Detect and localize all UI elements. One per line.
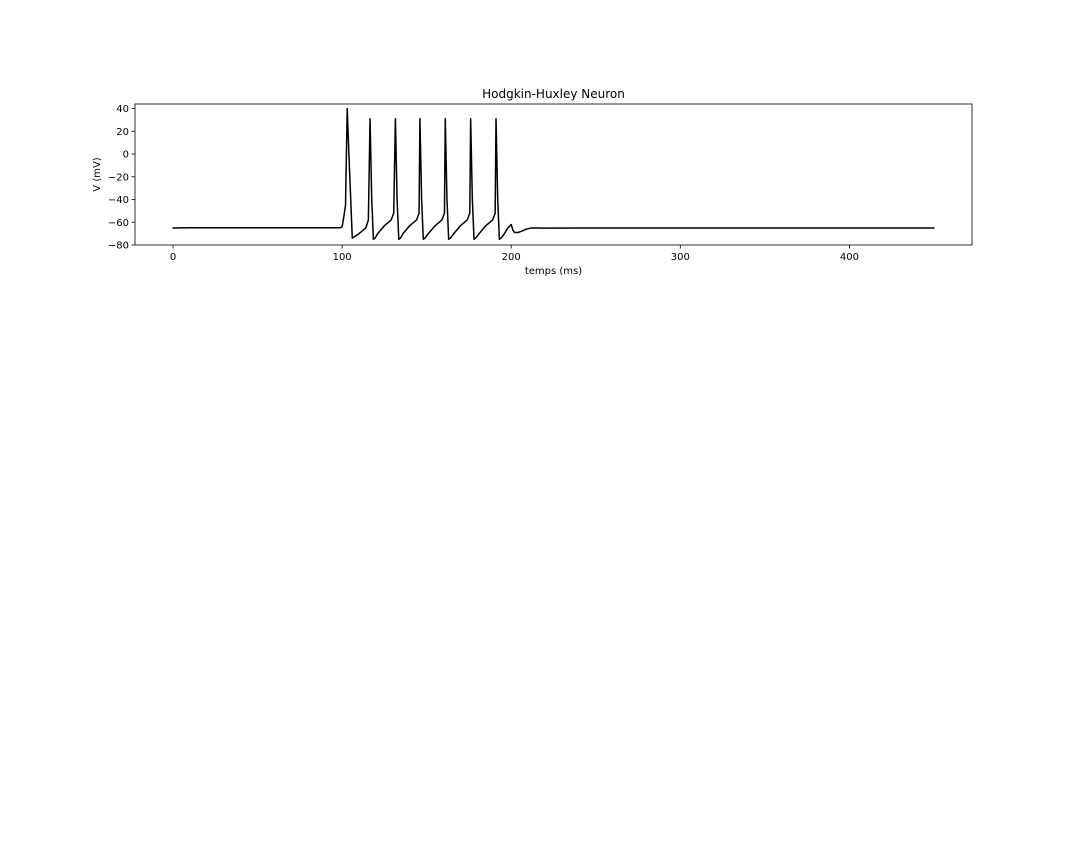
y-axis-label: V (mV) [92,157,103,192]
x-tick-label: 100 [333,252,352,263]
axes: 0 100 200 300 400 −80 −60 −40 −20 0 20 40 [108,104,859,263]
y-tick-label: −60 [108,218,129,229]
x-tick-label: 0 [170,252,176,263]
y-tick-label: 20 [116,127,129,138]
plot-area [172,107,935,241]
y-tick-label: 40 [116,104,129,115]
y-tick-label: −20 [108,172,129,183]
axes-frame [134,103,973,246]
x-tick-label: 300 [671,252,690,263]
voltage-trace-line [172,107,935,241]
x-tick-label: 400 [840,252,859,263]
y-tick-label: 0 [123,150,129,161]
chart-title: Hodgkin-Huxley Neuron [482,87,625,101]
y-tick-label: −80 [108,241,129,252]
x-axis-label: temps (ms) [525,266,582,277]
x-tick-label: 200 [502,252,521,263]
y-tick-label: −40 [108,195,129,206]
